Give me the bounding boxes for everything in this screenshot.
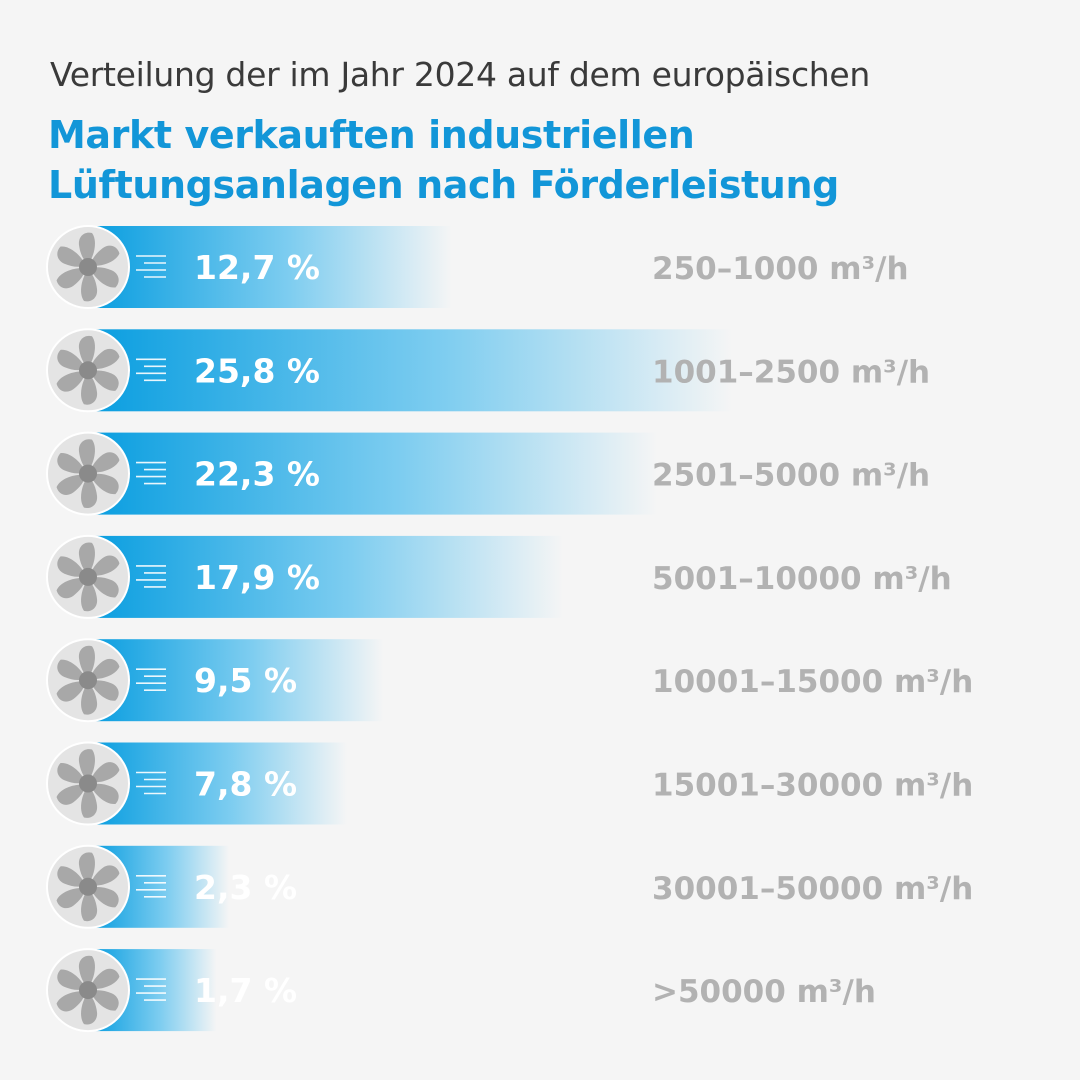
bar	[92, 432, 658, 515]
fan-icon	[46, 225, 130, 309]
value-label: 9,5 %	[194, 661, 297, 700]
airflow-lines-icon	[136, 565, 166, 588]
category-label: >50000 m³/h	[652, 974, 876, 1010]
airflow-lines-icon	[136, 874, 166, 898]
bar	[92, 226, 452, 308]
category-label: 10001–15000 m³/h	[652, 664, 973, 700]
bar-row: 1,7 % >50000 m³/h	[46, 948, 876, 1033]
airflow-lines-icon	[136, 771, 166, 795]
page-subtitle: Verteilung der im Jahr 2024 auf dem euro…	[50, 55, 871, 94]
airflow-lines-icon	[136, 978, 166, 1001]
bar-row: 2,3 % 30001–50000 m³/h	[46, 844, 973, 929]
airflow-lines-icon	[136, 255, 166, 278]
fan-icon	[46, 534, 130, 619]
category-label: 5001–10000 m³/h	[652, 561, 952, 597]
value-label: 1,7 %	[194, 971, 297, 1010]
airflow-lines-icon	[136, 461, 166, 485]
value-label: 17,9 %	[194, 558, 320, 597]
bar-row: 9,5 % 10001–15000 m³/h	[46, 638, 973, 723]
fan-icon	[46, 638, 130, 723]
bar	[92, 329, 733, 412]
bar	[92, 639, 384, 722]
category-label: 2501–5000 m³/h	[652, 458, 930, 494]
value-label: 25,8 %	[194, 351, 320, 390]
bar-row: 25,8 % 1001–2500 m³/h	[46, 328, 930, 413]
value-label: 12,7 %	[194, 248, 320, 287]
bar-row: 7,8 % 15001–30000 m³/h	[46, 741, 973, 826]
category-label: 30001–50000 m³/h	[652, 871, 973, 907]
bar	[92, 742, 347, 825]
fan-icon	[46, 844, 130, 929]
bar-row: 12,7 % 250–1000 m³/h	[46, 225, 909, 309]
value-label: 2,3 %	[194, 868, 297, 907]
fan-icon	[46, 741, 130, 826]
airflow-lines-icon	[136, 668, 166, 692]
page-title: Markt verkauften industriellen Lüftungsa…	[48, 113, 839, 207]
category-label: 1001–2500 m³/h	[652, 354, 930, 390]
value-label: 22,3 %	[194, 455, 320, 494]
category-label: 15001–30000 m³/h	[652, 768, 973, 804]
fan-icon	[46, 948, 130, 1033]
bar-row: 17,9 % 5001–10000 m³/h	[46, 534, 952, 619]
fan-icon	[46, 328, 130, 413]
fan-icon	[46, 431, 130, 516]
bar	[92, 535, 564, 618]
category-label: 250–1000 m³/h	[652, 251, 909, 287]
value-label: 7,8 %	[194, 765, 297, 804]
bar-row: 22,3 % 2501–5000 m³/h	[46, 431, 930, 516]
airflow-lines-icon	[136, 358, 166, 382]
